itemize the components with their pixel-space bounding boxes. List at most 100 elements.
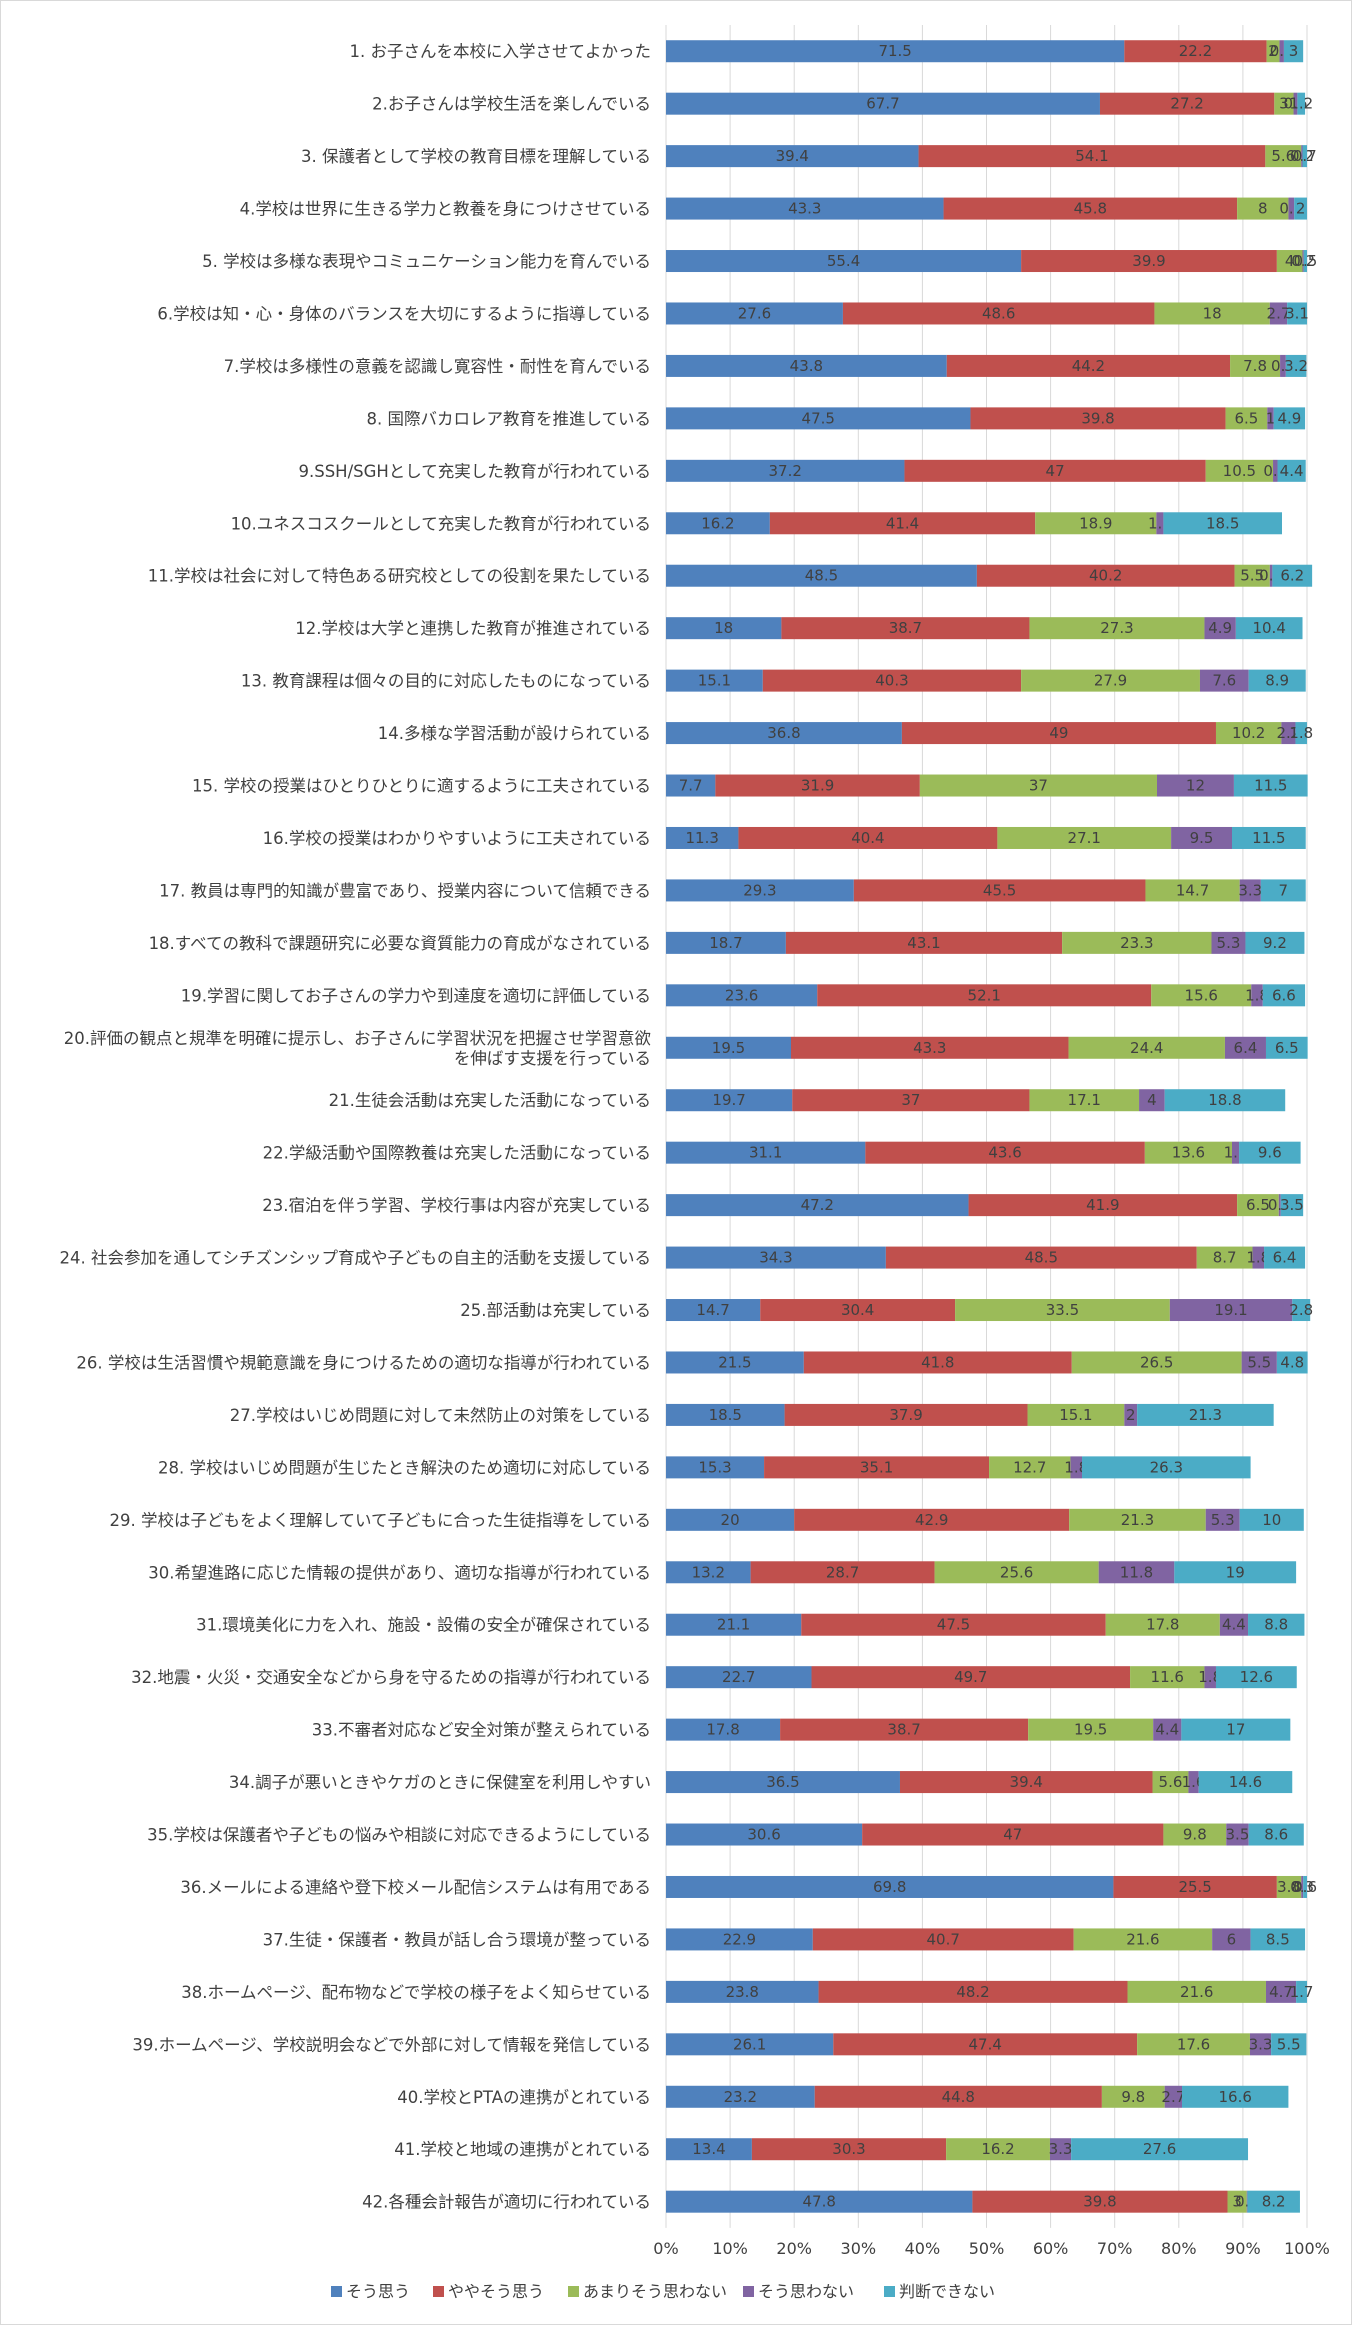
bar-segment <box>666 826 739 849</box>
data-label: 38.7 <box>889 619 922 637</box>
data-label: 11.8 <box>1120 1563 1153 1581</box>
data-label: 23.6 <box>725 986 758 1004</box>
bar-segment <box>1296 1980 1307 2003</box>
bar-segment <box>1276 1875 1302 1898</box>
data-label: 54.1 <box>1075 147 1108 165</box>
bar-segment <box>1029 617 1205 640</box>
bar-segment <box>666 1823 863 1846</box>
category-label: 31.環境美化に力を入れ、施設・設備の安全が確保されている <box>196 1616 651 1635</box>
data-label: 12.7 <box>1013 1458 1046 1476</box>
data-label: 41.4 <box>886 514 919 532</box>
data-label: 36.5 <box>766 1773 799 1791</box>
data-label: 2.7 <box>1267 304 1291 322</box>
data-label: 4.7 <box>1269 1983 1293 2001</box>
x-tick-label: 50% <box>969 2239 1005 2258</box>
bar-segment <box>1164 2085 1183 2108</box>
bar-segment <box>666 1141 866 1164</box>
data-label: 19.5 <box>712 1039 745 1057</box>
bar-segment <box>1029 1089 1140 1112</box>
bar-segment <box>1234 564 1270 587</box>
bar-segment <box>1124 1403 1138 1426</box>
category-label: 10.ユネスコスクールとして充実した教育が行われている <box>231 514 651 533</box>
bar-segment <box>666 1875 1114 1898</box>
data-label: 11.6 <box>1151 1668 1184 1686</box>
data-label: 4 <box>1285 252 1295 270</box>
bar-segment <box>666 1771 900 1794</box>
bar-segment <box>1285 354 1307 377</box>
data-label: 47.5 <box>802 409 835 427</box>
data-label: 40.4 <box>851 829 884 847</box>
bar-segment <box>1127 1980 1266 2003</box>
data-label: 6.4 <box>1273 1249 1297 1267</box>
data-label: 3.3 <box>1238 881 1262 899</box>
bar-segment <box>1204 617 1236 640</box>
data-label: 7 <box>1279 881 1289 899</box>
data-label: 2.2 <box>1276 724 1300 742</box>
bar-segment <box>666 564 977 587</box>
data-label: 47.4 <box>969 2035 1002 2053</box>
data-label: 13.2 <box>692 1563 725 1581</box>
bar-segment <box>1068 1036 1225 1059</box>
data-label: 37 <box>901 1091 920 1109</box>
bar-segment <box>1105 1613 1220 1636</box>
category-label: 14.多様な学習活動が設けられている <box>378 724 651 743</box>
data-label: 40.7 <box>927 1930 960 1948</box>
category-label: 26. 学校は生活習慣や規範意識を身につけるための適切な指導が行われている <box>76 1353 651 1372</box>
bar-segment <box>812 1928 1074 1951</box>
category-label: 29. 学校は子どもをよく理解していて子どもに合った生徒指導をしている <box>109 1511 651 1530</box>
bar-segment <box>1301 145 1303 168</box>
data-label: 44.2 <box>1072 357 1105 375</box>
data-label: 41.9 <box>1086 1196 1119 1214</box>
data-label: 8.5 <box>1266 1930 1290 1948</box>
bar-segment <box>781 617 1030 640</box>
legend-label: あまりそう思わない <box>583 2282 727 2301</box>
bar-segment <box>1239 879 1261 902</box>
data-label: 12.6 <box>1240 1668 1273 1686</box>
x-tick-label: 10% <box>712 2239 748 2258</box>
category-label: 3. 保護者として学校の教育目標を理解している <box>301 147 651 166</box>
bar-segment <box>1249 2033 1272 2056</box>
bar-segment <box>666 984 818 1007</box>
data-label: 23.8 <box>726 1983 759 2001</box>
category-label: 35.学校は保護者や子どもの悩みや相談に対応できるようにしている <box>147 1826 651 1845</box>
data-label: 4.9 <box>1277 409 1301 427</box>
data-label: 10.4 <box>1252 619 1285 637</box>
bar-segment <box>853 879 1146 902</box>
data-label: 40.2 <box>1089 567 1122 585</box>
data-label: 33.5 <box>1046 1301 1079 1319</box>
bar-segment <box>1287 302 1307 325</box>
data-label: 3 <box>1279 95 1289 113</box>
bar-segment <box>666 722 902 745</box>
bar-segment <box>997 826 1172 849</box>
bar-segment <box>1269 302 1288 325</box>
bar-segment <box>1071 2138 1249 2161</box>
bar-segment <box>1152 1771 1189 1794</box>
bar-segment <box>1099 92 1275 115</box>
bar-segment <box>760 1299 956 1322</box>
bar-segment <box>1101 2085 1165 2108</box>
data-label: 43.6 <box>988 1144 1021 1162</box>
data-label: 17 <box>1226 1721 1245 1739</box>
bar-segment <box>1215 1666 1297 1689</box>
data-label: 29.3 <box>743 881 776 899</box>
legend-swatch <box>743 2286 754 2297</box>
bar-segment <box>666 302 843 325</box>
category-label: 12.学校は大学と連携した教育が推進されている <box>295 619 651 638</box>
bar-segment <box>1265 1036 1308 1059</box>
data-label: 45.8 <box>1074 200 1107 218</box>
bar-segment <box>1124 40 1267 63</box>
bar-segment <box>666 879 854 902</box>
bar-segment <box>1280 354 1286 377</box>
data-label: 12 <box>1186 777 1205 795</box>
bar-segment <box>862 1823 1164 1846</box>
category-label: 28. 学校はいじめ問題が生じたとき解決のため適切に対応している <box>158 1458 651 1477</box>
bar-segment <box>1232 826 1306 849</box>
bar-segment <box>666 2138 752 2161</box>
data-label: 42.9 <box>915 1511 948 1529</box>
bar-segment <box>1151 984 1252 1007</box>
data-label: 14.7 <box>696 1301 729 1319</box>
data-label: 30.6 <box>747 1826 780 1844</box>
bar-segment <box>1273 459 1278 482</box>
data-label: 3.2 <box>1284 357 1308 375</box>
data-label: 27.9 <box>1094 672 1127 690</box>
